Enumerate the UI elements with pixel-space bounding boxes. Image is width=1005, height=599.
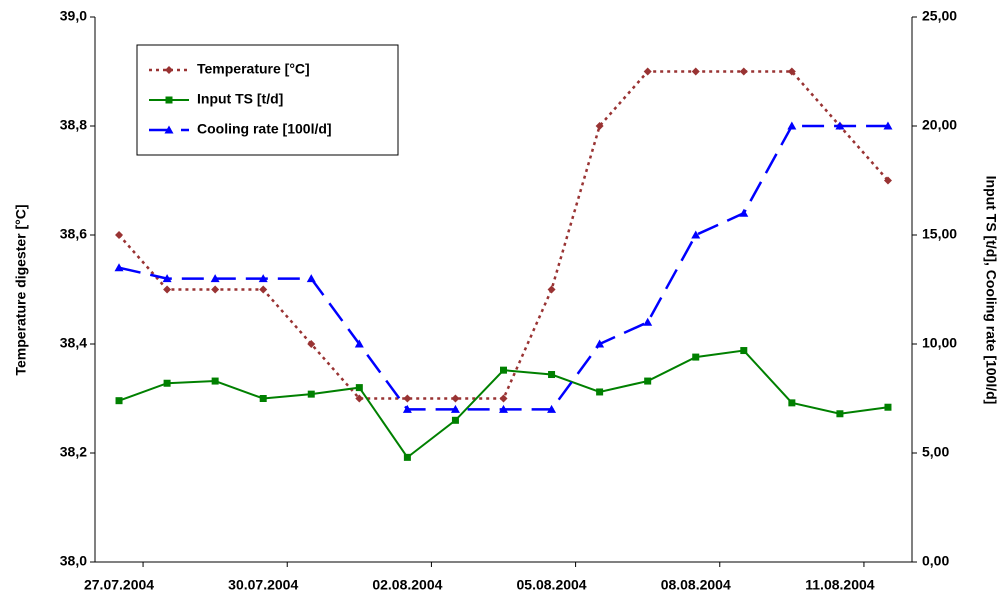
point (836, 410, 844, 418)
series-line (118, 349, 889, 459)
y2-tick-label: 0,00 (922, 553, 949, 569)
point (643, 317, 653, 326)
point (500, 366, 507, 374)
point (547, 285, 556, 294)
point (835, 121, 845, 130)
point (403, 453, 411, 461)
y2-tick-label: 10,00 (922, 335, 957, 351)
point (306, 274, 316, 283)
y2-tick-label: 5,00 (922, 444, 949, 460)
y-tick-label: 38,4 (60, 335, 87, 351)
y-tick-label: 38,6 (60, 226, 87, 242)
point (739, 208, 749, 217)
legend-marker (165, 96, 173, 104)
point (450, 404, 460, 413)
point (258, 274, 268, 283)
legend-label: Cooling rate [100l/d] (197, 121, 332, 137)
point (259, 395, 267, 402)
point (115, 397, 123, 405)
point (740, 347, 748, 355)
x-tick-label: 05.08.2004 (517, 577, 587, 593)
point (355, 394, 364, 403)
point (115, 231, 124, 239)
x-tick-label: 11.08.2004 (805, 577, 875, 593)
y2-tick-label: 15,00 (922, 226, 957, 242)
point (547, 404, 557, 413)
point (211, 285, 220, 294)
y2-tick-label: 20,00 (922, 117, 957, 133)
point (691, 67, 700, 76)
point (114, 263, 124, 272)
x-tick-label: 08.08.2004 (661, 577, 731, 593)
x-tick-label: 30.07.2004 (228, 577, 298, 593)
legend-label: Input TS [t/d] (197, 91, 283, 107)
point (210, 274, 220, 283)
point (355, 384, 363, 392)
y-axis-title: Temperature digester [°C] (13, 204, 29, 375)
point (163, 379, 171, 387)
series-line (118, 70, 889, 400)
point (788, 399, 796, 407)
point (739, 67, 748, 76)
point (595, 122, 604, 130)
point (307, 340, 316, 348)
point (211, 377, 219, 385)
point (595, 339, 605, 348)
point (787, 67, 796, 76)
point (644, 377, 652, 385)
legend-label: Temperature [°C] (197, 61, 310, 77)
y-tick-label: 38,2 (60, 444, 87, 460)
point (499, 404, 508, 413)
legend-marker (164, 125, 174, 134)
legend-marker (165, 66, 173, 74)
point (451, 394, 460, 403)
y2-axis-title: Input TS [t/d], Cooling rate [100l/d] (983, 176, 999, 405)
point (354, 339, 364, 348)
y2-tick-label: 25,00 (922, 8, 957, 24)
point (259, 285, 268, 294)
point (451, 416, 459, 424)
point (883, 176, 892, 185)
point (884, 403, 892, 411)
point (307, 390, 315, 398)
point (163, 285, 172, 294)
point (499, 394, 508, 403)
x-tick-label: 27.07.2004 (84, 577, 154, 593)
point (643, 67, 652, 76)
point (402, 404, 412, 413)
y-tick-label: 38,8 (60, 117, 87, 133)
point (548, 371, 556, 379)
x-tick-label: 02.08.2004 (372, 577, 442, 593)
point (596, 388, 604, 396)
point (691, 230, 701, 239)
y-tick-label: 39,0 (60, 8, 87, 24)
point (787, 121, 797, 130)
point (692, 353, 700, 361)
point (162, 274, 172, 283)
point (883, 121, 893, 130)
y-tick-label: 38,0 (60, 553, 87, 569)
point (403, 394, 412, 403)
